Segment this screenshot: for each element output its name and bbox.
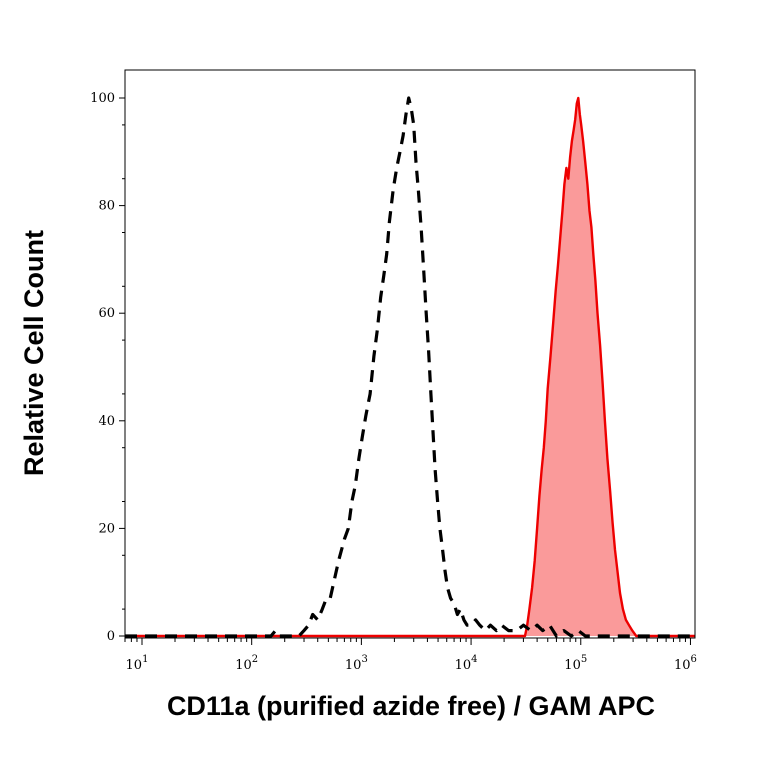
series-layer	[125, 96, 695, 638]
plot-frame	[124, 69, 696, 639]
x-tick-label-1: 102	[235, 654, 258, 673]
x-axis-title: CD11a (purified azide free) / GAM APC	[167, 691, 655, 721]
x-tick-label-4: 105	[564, 654, 587, 673]
ticks-layer: 0 20 40 60 80 100 101 102 103 104 105 106	[90, 91, 697, 673]
x-tick-label-2: 103	[345, 654, 368, 673]
x-tick-label-5: 106	[674, 654, 697, 673]
y-tick-label-2: 40	[98, 414, 115, 429]
y-tick-label-4: 80	[98, 199, 115, 214]
x-tick-label-0: 101	[126, 654, 149, 673]
series-0-line	[125, 96, 695, 638]
y-tick-label-0: 0	[107, 629, 115, 644]
y-tick-label-3: 60	[98, 306, 115, 321]
series-1-area	[125, 98, 695, 636]
x-tick-label-3: 104	[455, 654, 478, 673]
y-tick-label-1: 20	[98, 521, 115, 536]
y-axis-title: Relative Cell Count	[19, 230, 49, 476]
y-tick-label-5: 100	[90, 91, 115, 106]
series-1-line	[125, 96, 695, 638]
